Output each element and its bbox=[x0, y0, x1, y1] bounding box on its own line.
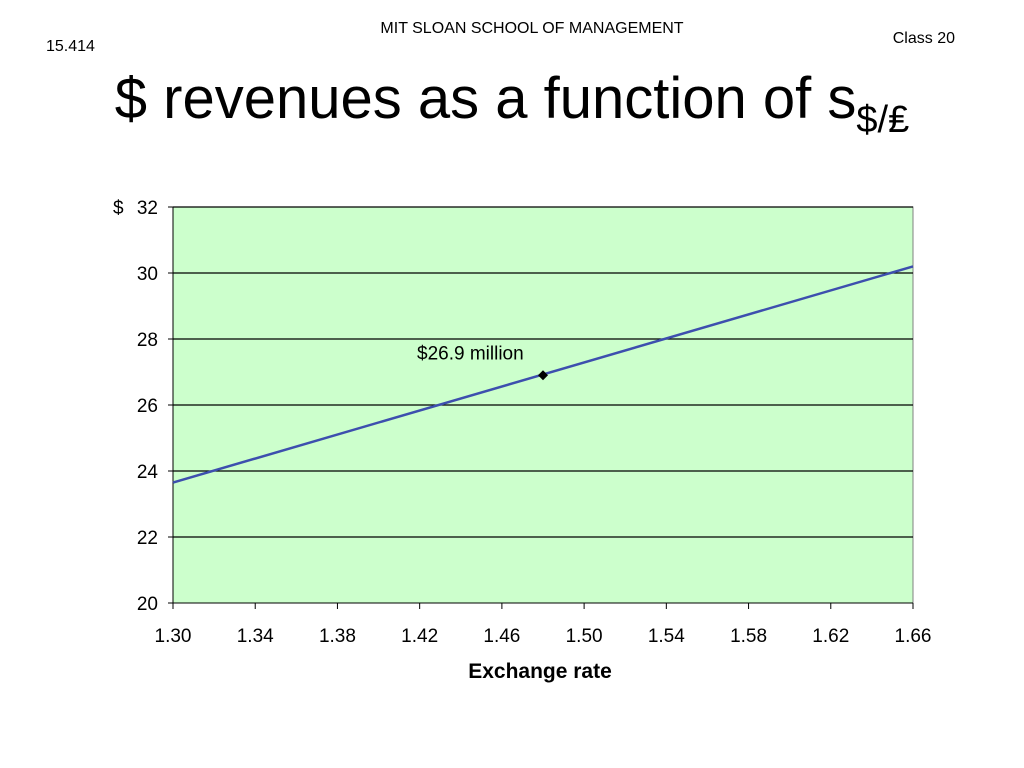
y-tick-label: 22 bbox=[137, 528, 158, 549]
x-axis-label: Exchange rate bbox=[468, 660, 612, 683]
axes bbox=[168, 206, 914, 609]
x-tick-label: 1.34 bbox=[237, 626, 274, 647]
x-tick-label: 1.38 bbox=[319, 626, 356, 647]
slide-title-subscript: $/₤ bbox=[856, 99, 910, 141]
y-tick-label: 24 bbox=[137, 462, 159, 483]
x-tick-label: 1.58 bbox=[730, 626, 767, 647]
data-point-marker bbox=[538, 370, 548, 381]
annotations: $26.9 million bbox=[417, 343, 548, 381]
x-tick-label: 1.42 bbox=[401, 626, 438, 647]
x-tick-label: 1.66 bbox=[895, 626, 932, 647]
y-tick-label: 20 bbox=[137, 594, 158, 615]
y-tick-label: 26 bbox=[137, 396, 158, 417]
x-tick-label: 1.30 bbox=[155, 626, 192, 647]
y-tick-label: 30 bbox=[137, 264, 158, 285]
tick-labels: 20 22 24 26 28 30 32 $1.30 1.34 1.38 1.42 1.46 1.50 1… bbox=[113, 198, 931, 647]
slide-title-text: $ revenues as a function of s bbox=[114, 66, 857, 131]
x-tick-label: 1.50 bbox=[566, 626, 603, 647]
class-number: Class 20 bbox=[892, 30, 955, 47]
x-tick-label: 1.62 bbox=[812, 626, 849, 647]
y-tick-label: 32 bbox=[137, 198, 158, 219]
gridlines bbox=[173, 206, 913, 538]
y-unit-prefix: $ bbox=[113, 198, 124, 219]
y-tick-label: 28 bbox=[137, 330, 158, 351]
slide-title: $ revenues as a function of s$/₤ bbox=[0, 64, 1024, 155]
school-name: MIT SLOAN SCHOOL OF MANAGEMENT bbox=[380, 20, 684, 37]
course-number: 15.414 bbox=[46, 38, 95, 55]
data-point-label: $26.9 million bbox=[417, 343, 524, 364]
x-tick-label: 1.46 bbox=[483, 626, 520, 647]
x-tick-label: 1.54 bbox=[648, 626, 685, 647]
